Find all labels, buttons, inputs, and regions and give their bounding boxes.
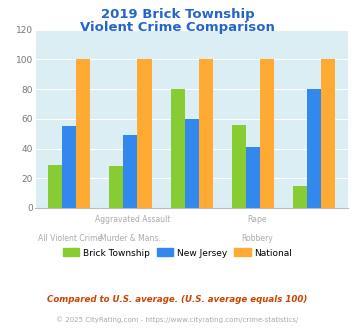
Bar <box>246 147 260 208</box>
Bar <box>185 119 199 208</box>
Bar <box>199 59 213 208</box>
Text: All Violent Crime: All Violent Crime <box>38 234 102 243</box>
Text: © 2025 CityRating.com - https://www.cityrating.com/crime-statistics/: © 2025 CityRating.com - https://www.city… <box>56 317 299 323</box>
Legend: Brick Township, New Jersey, National: Brick Township, New Jersey, National <box>59 245 296 261</box>
Text: Robbery: Robbery <box>241 234 273 243</box>
Bar <box>170 89 185 208</box>
Bar <box>124 135 137 208</box>
Bar <box>260 59 274 208</box>
Bar <box>62 126 76 208</box>
Bar <box>137 59 152 208</box>
Bar <box>307 89 321 208</box>
Text: 2019 Brick Township: 2019 Brick Township <box>101 8 254 21</box>
Bar <box>109 166 124 208</box>
Bar <box>76 59 90 208</box>
Bar <box>321 59 335 208</box>
Text: Murder & Mans...: Murder & Mans... <box>100 234 165 243</box>
Bar <box>48 165 62 208</box>
Text: Rape: Rape <box>247 214 267 223</box>
Text: Violent Crime Comparison: Violent Crime Comparison <box>80 21 275 34</box>
Bar <box>232 125 246 208</box>
Bar <box>293 185 307 208</box>
Text: Aggravated Assault: Aggravated Assault <box>94 214 170 223</box>
Text: Compared to U.S. average. (U.S. average equals 100): Compared to U.S. average. (U.S. average … <box>47 295 308 304</box>
